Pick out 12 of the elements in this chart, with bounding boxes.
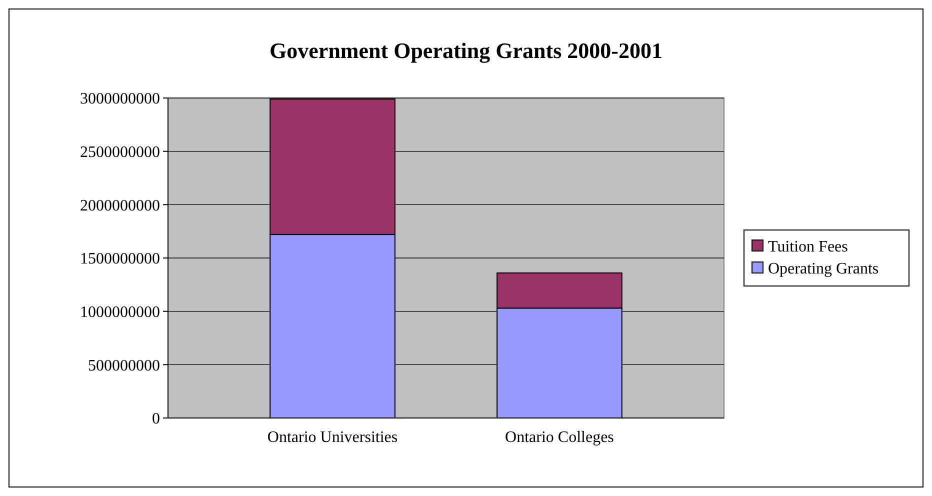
y-tick-label: 500000000 — [88, 357, 160, 374]
chart-title: Government Operating Grants 2000-2001 — [270, 38, 662, 63]
x-tick-label: Ontario Colleges — [505, 429, 614, 446]
y-tick-label: 1000000000 — [80, 304, 160, 321]
legend-label: Tuition Fees — [768, 238, 848, 256]
legend-label: Operating Grants — [768, 260, 879, 278]
y-tick-label: 1500000000 — [80, 250, 160, 268]
y-tick-label: 2000000000 — [80, 197, 160, 214]
y-tick-label: 2500000000 — [80, 144, 160, 161]
y-tick-label: 3000000000 — [80, 90, 160, 108]
x-tick-label: Ontario Universities — [267, 429, 398, 446]
y-tick-label: 0 — [152, 410, 160, 428]
